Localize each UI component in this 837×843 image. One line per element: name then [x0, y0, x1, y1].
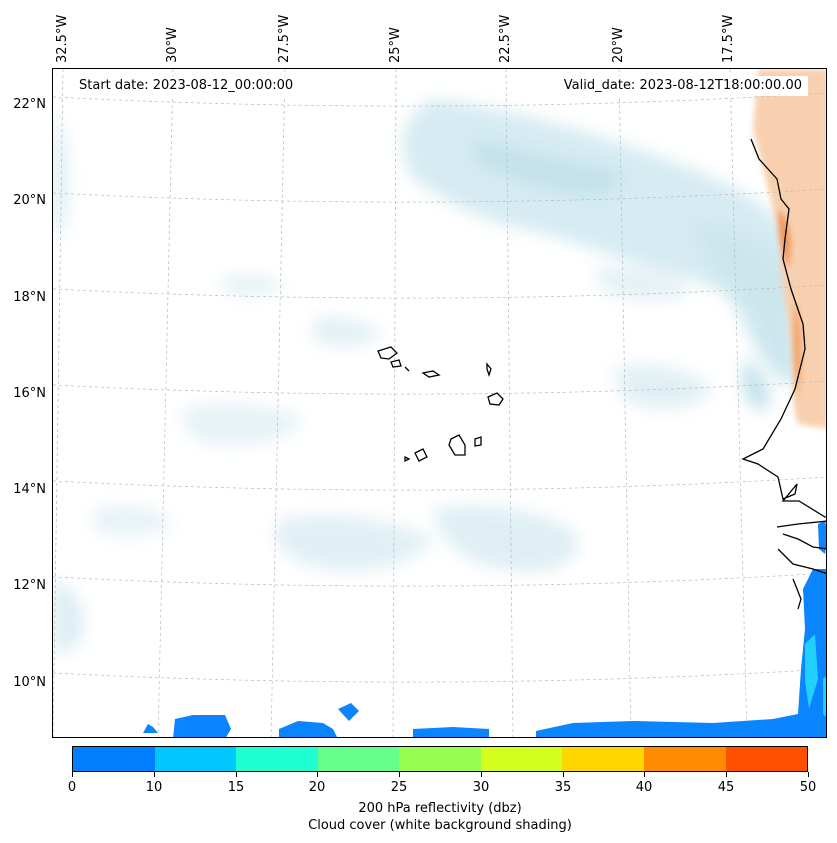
colorbar-segment [643, 747, 726, 771]
colorbar-tick-label: 10 [145, 780, 163, 795]
colorbar-segment [562, 747, 644, 771]
colorbar-tick-label: 35 [554, 780, 572, 795]
lon-label-25w: 25°W [388, 27, 403, 63]
lat-label-20n: 20°N [13, 193, 46, 208]
lon-label-22-5w: 22.5°W [498, 14, 513, 63]
colorbar-tick [399, 772, 400, 777]
colorbar-label: 200 hPa reflectivity (dbz) [358, 801, 522, 816]
colorbar-tick [317, 772, 318, 777]
lat-label-10n: 10°N [13, 675, 46, 690]
lon-label-32-5w: 32.5°W [55, 14, 70, 63]
colorbar [72, 746, 808, 772]
start-date-label: Start date: 2023-08-12_00:00:00 [73, 76, 300, 96]
colorbar-tick [726, 772, 727, 777]
warm-shading [753, 69, 826, 429]
colorbar-sublabel: Cloud cover (white background shading) [308, 818, 572, 833]
colorbar-tick-label: 0 [67, 780, 77, 795]
colorbar-segment [480, 747, 563, 771]
colorbar-tick [154, 772, 155, 777]
colorbar-segment [73, 747, 155, 771]
colorbar-tick [808, 772, 809, 777]
colorbar-tick-label: 45 [717, 780, 735, 795]
lat-label-16n: 16°N [13, 386, 46, 401]
valid-date-label: Valid_date: 2023-08-12T18:00:00.00 [557, 76, 808, 96]
lon-label-20w: 20°W [611, 27, 626, 63]
colorbar-segment [154, 747, 237, 771]
map-canvas [53, 69, 826, 737]
lat-label-22n: 22°N [13, 97, 46, 112]
lat-label-18n: 18°N [13, 290, 46, 305]
colorbar-tick [644, 772, 645, 777]
colorbar-segment [236, 747, 318, 771]
colorbar-tick-label: 50 [799, 780, 817, 795]
gridlines [53, 69, 826, 737]
lat-label-12n: 12°N [13, 578, 46, 593]
coastline [377, 138, 826, 610]
colorbar-segment [725, 747, 808, 771]
colorbar-tick-label: 15 [227, 780, 245, 795]
colorbar-tick [563, 772, 564, 777]
map-panel [52, 68, 827, 738]
lat-label-14n: 14°N [13, 482, 46, 497]
colorbar-tick-label: 25 [390, 780, 408, 795]
reflectivity-patches [143, 521, 826, 737]
colorbar-tick-label: 20 [308, 780, 326, 795]
colorbar-tick [481, 772, 482, 777]
colorbar-tick [72, 772, 73, 777]
colorbar-tick [236, 772, 237, 777]
colorbar-segment [317, 747, 400, 771]
lon-label-30w: 30°W [165, 27, 180, 63]
colorbar-segment [399, 747, 481, 771]
cloud-cover-shading [53, 99, 813, 654]
colorbar-tick-label: 30 [472, 780, 490, 795]
lon-label-27-5w: 27.5°W [277, 14, 292, 63]
colorbar-tick-label: 40 [635, 780, 653, 795]
lon-label-17-5w: 17.5°W [721, 14, 736, 63]
